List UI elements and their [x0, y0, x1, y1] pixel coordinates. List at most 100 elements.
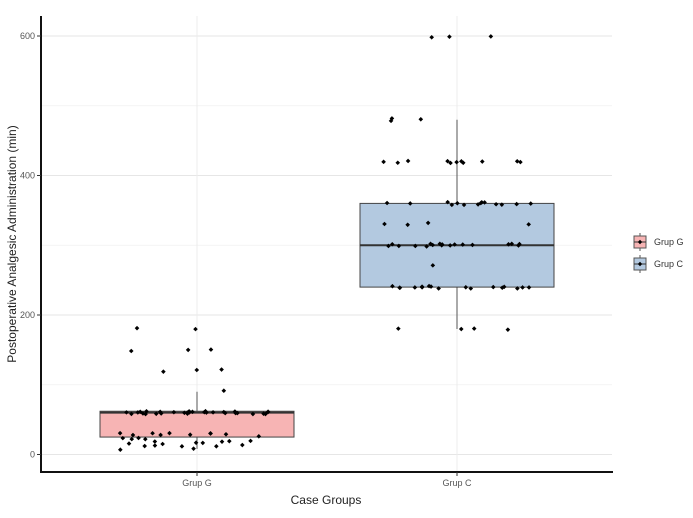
data-point: [447, 243, 453, 248]
data-point: [407, 201, 413, 206]
data-point: [461, 202, 467, 208]
data-point: [470, 242, 475, 248]
data-point: [187, 410, 192, 415]
data-point: [261, 411, 266, 417]
data-point: [430, 263, 436, 268]
data-point: [390, 283, 395, 289]
data-point: [515, 286, 520, 291]
data-point: [200, 440, 206, 446]
data-point: [208, 431, 213, 436]
data-point: [397, 285, 402, 291]
data-point: [193, 326, 198, 332]
data-point: [190, 409, 195, 415]
data-point: [493, 201, 499, 207]
data-point: [191, 446, 196, 451]
data-point: [447, 34, 452, 40]
data-point: [389, 116, 395, 121]
data-point: [460, 242, 466, 247]
data-point: [386, 243, 391, 249]
x-axis-title: Case Groups: [291, 493, 362, 507]
data-point: [179, 444, 185, 449]
data-point: [384, 200, 390, 206]
data-point: [518, 159, 523, 165]
data-point: [419, 285, 425, 290]
data-point: [528, 201, 534, 206]
x-tick-labels: Grup G Grup C: [182, 472, 472, 488]
data-point: [426, 283, 432, 289]
data-point: [193, 440, 199, 445]
data-point: [214, 443, 219, 449]
data-point: [265, 409, 271, 415]
data-point: [248, 438, 253, 444]
data-point: [458, 326, 464, 332]
data-point: [182, 410, 187, 416]
y-tick-label: 200: [20, 310, 35, 320]
data-point: [128, 348, 134, 354]
data-point: [250, 411, 256, 417]
y-axis-title: Postoperative Analgesic Administration (…: [5, 125, 19, 362]
data-point: [452, 242, 457, 247]
data-point: [124, 410, 129, 415]
legend-label: Grup C: [654, 259, 684, 269]
y-tick-labels: 0 200 400 600: [20, 31, 41, 460]
data-point: [429, 34, 434, 40]
data-point: [150, 430, 155, 436]
x-tick-label: Grup G: [182, 478, 212, 488]
data-point: [479, 200, 485, 205]
data-point: [428, 241, 433, 247]
data-point: [514, 201, 519, 207]
data-point: [126, 441, 132, 446]
data-point: [454, 159, 459, 165]
data-point: [463, 285, 469, 290]
data-point: [187, 432, 193, 437]
data-point: [256, 434, 262, 439]
data-point: [152, 439, 158, 444]
data-point: [395, 160, 401, 166]
data-point: [439, 242, 445, 247]
data-point: [185, 347, 191, 353]
data-point: [428, 284, 434, 289]
data-point: [468, 286, 474, 291]
data-point: [436, 286, 441, 291]
data-point: [445, 199, 450, 205]
data-point: [499, 202, 505, 207]
data-point: [233, 410, 238, 416]
data-point: [482, 200, 487, 205]
data-point: [471, 326, 477, 331]
legend: Grup G Grup C: [633, 233, 684, 273]
data-point: [143, 436, 148, 442]
data-point: [448, 160, 453, 166]
box-layer: [99, 119, 555, 449]
data-point: [405, 158, 411, 164]
y-tick-label: 400: [20, 171, 35, 181]
data-point: [459, 159, 464, 164]
data-point: [118, 447, 123, 452]
data-point: [412, 285, 418, 290]
x-tick-label: Grup C: [442, 478, 472, 488]
box-grup-g: [99, 410, 295, 438]
data-point: [222, 410, 228, 416]
data-point: [120, 435, 126, 441]
data-point: [223, 431, 229, 437]
legend-label: Grup G: [654, 237, 684, 247]
data-point: [418, 116, 424, 122]
data-point: [449, 202, 455, 208]
data-point: [389, 241, 395, 247]
data-point: [396, 243, 402, 249]
legend-item: Grup G: [633, 233, 684, 251]
data-point: [135, 410, 141, 415]
data-point: [219, 439, 225, 444]
data-point: [437, 241, 443, 247]
data-point: [396, 326, 401, 331]
data-point: [526, 222, 531, 227]
data-point: [143, 411, 148, 417]
data-point: [160, 441, 165, 447]
data-point: [526, 285, 532, 290]
data-point: [137, 409, 143, 415]
data-point: [517, 241, 522, 247]
legend-point: [637, 239, 643, 245]
data-point: [203, 408, 208, 414]
data-point: [129, 411, 134, 417]
data-point: [506, 241, 511, 247]
data-point: [475, 202, 481, 207]
